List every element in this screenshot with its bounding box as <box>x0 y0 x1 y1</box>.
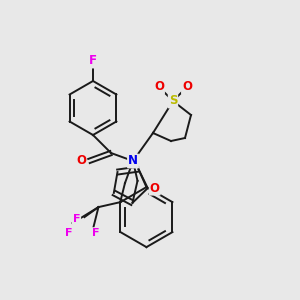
Text: F: F <box>73 214 80 224</box>
Text: O: O <box>154 80 164 94</box>
Text: F: F <box>92 228 99 238</box>
Text: F: F <box>89 55 97 68</box>
Text: F: F <box>65 228 72 238</box>
Text: N: N <box>128 154 138 167</box>
Text: O: O <box>76 154 86 167</box>
Text: O: O <box>150 182 160 195</box>
Text: S: S <box>169 94 177 107</box>
Text: O: O <box>182 80 192 94</box>
